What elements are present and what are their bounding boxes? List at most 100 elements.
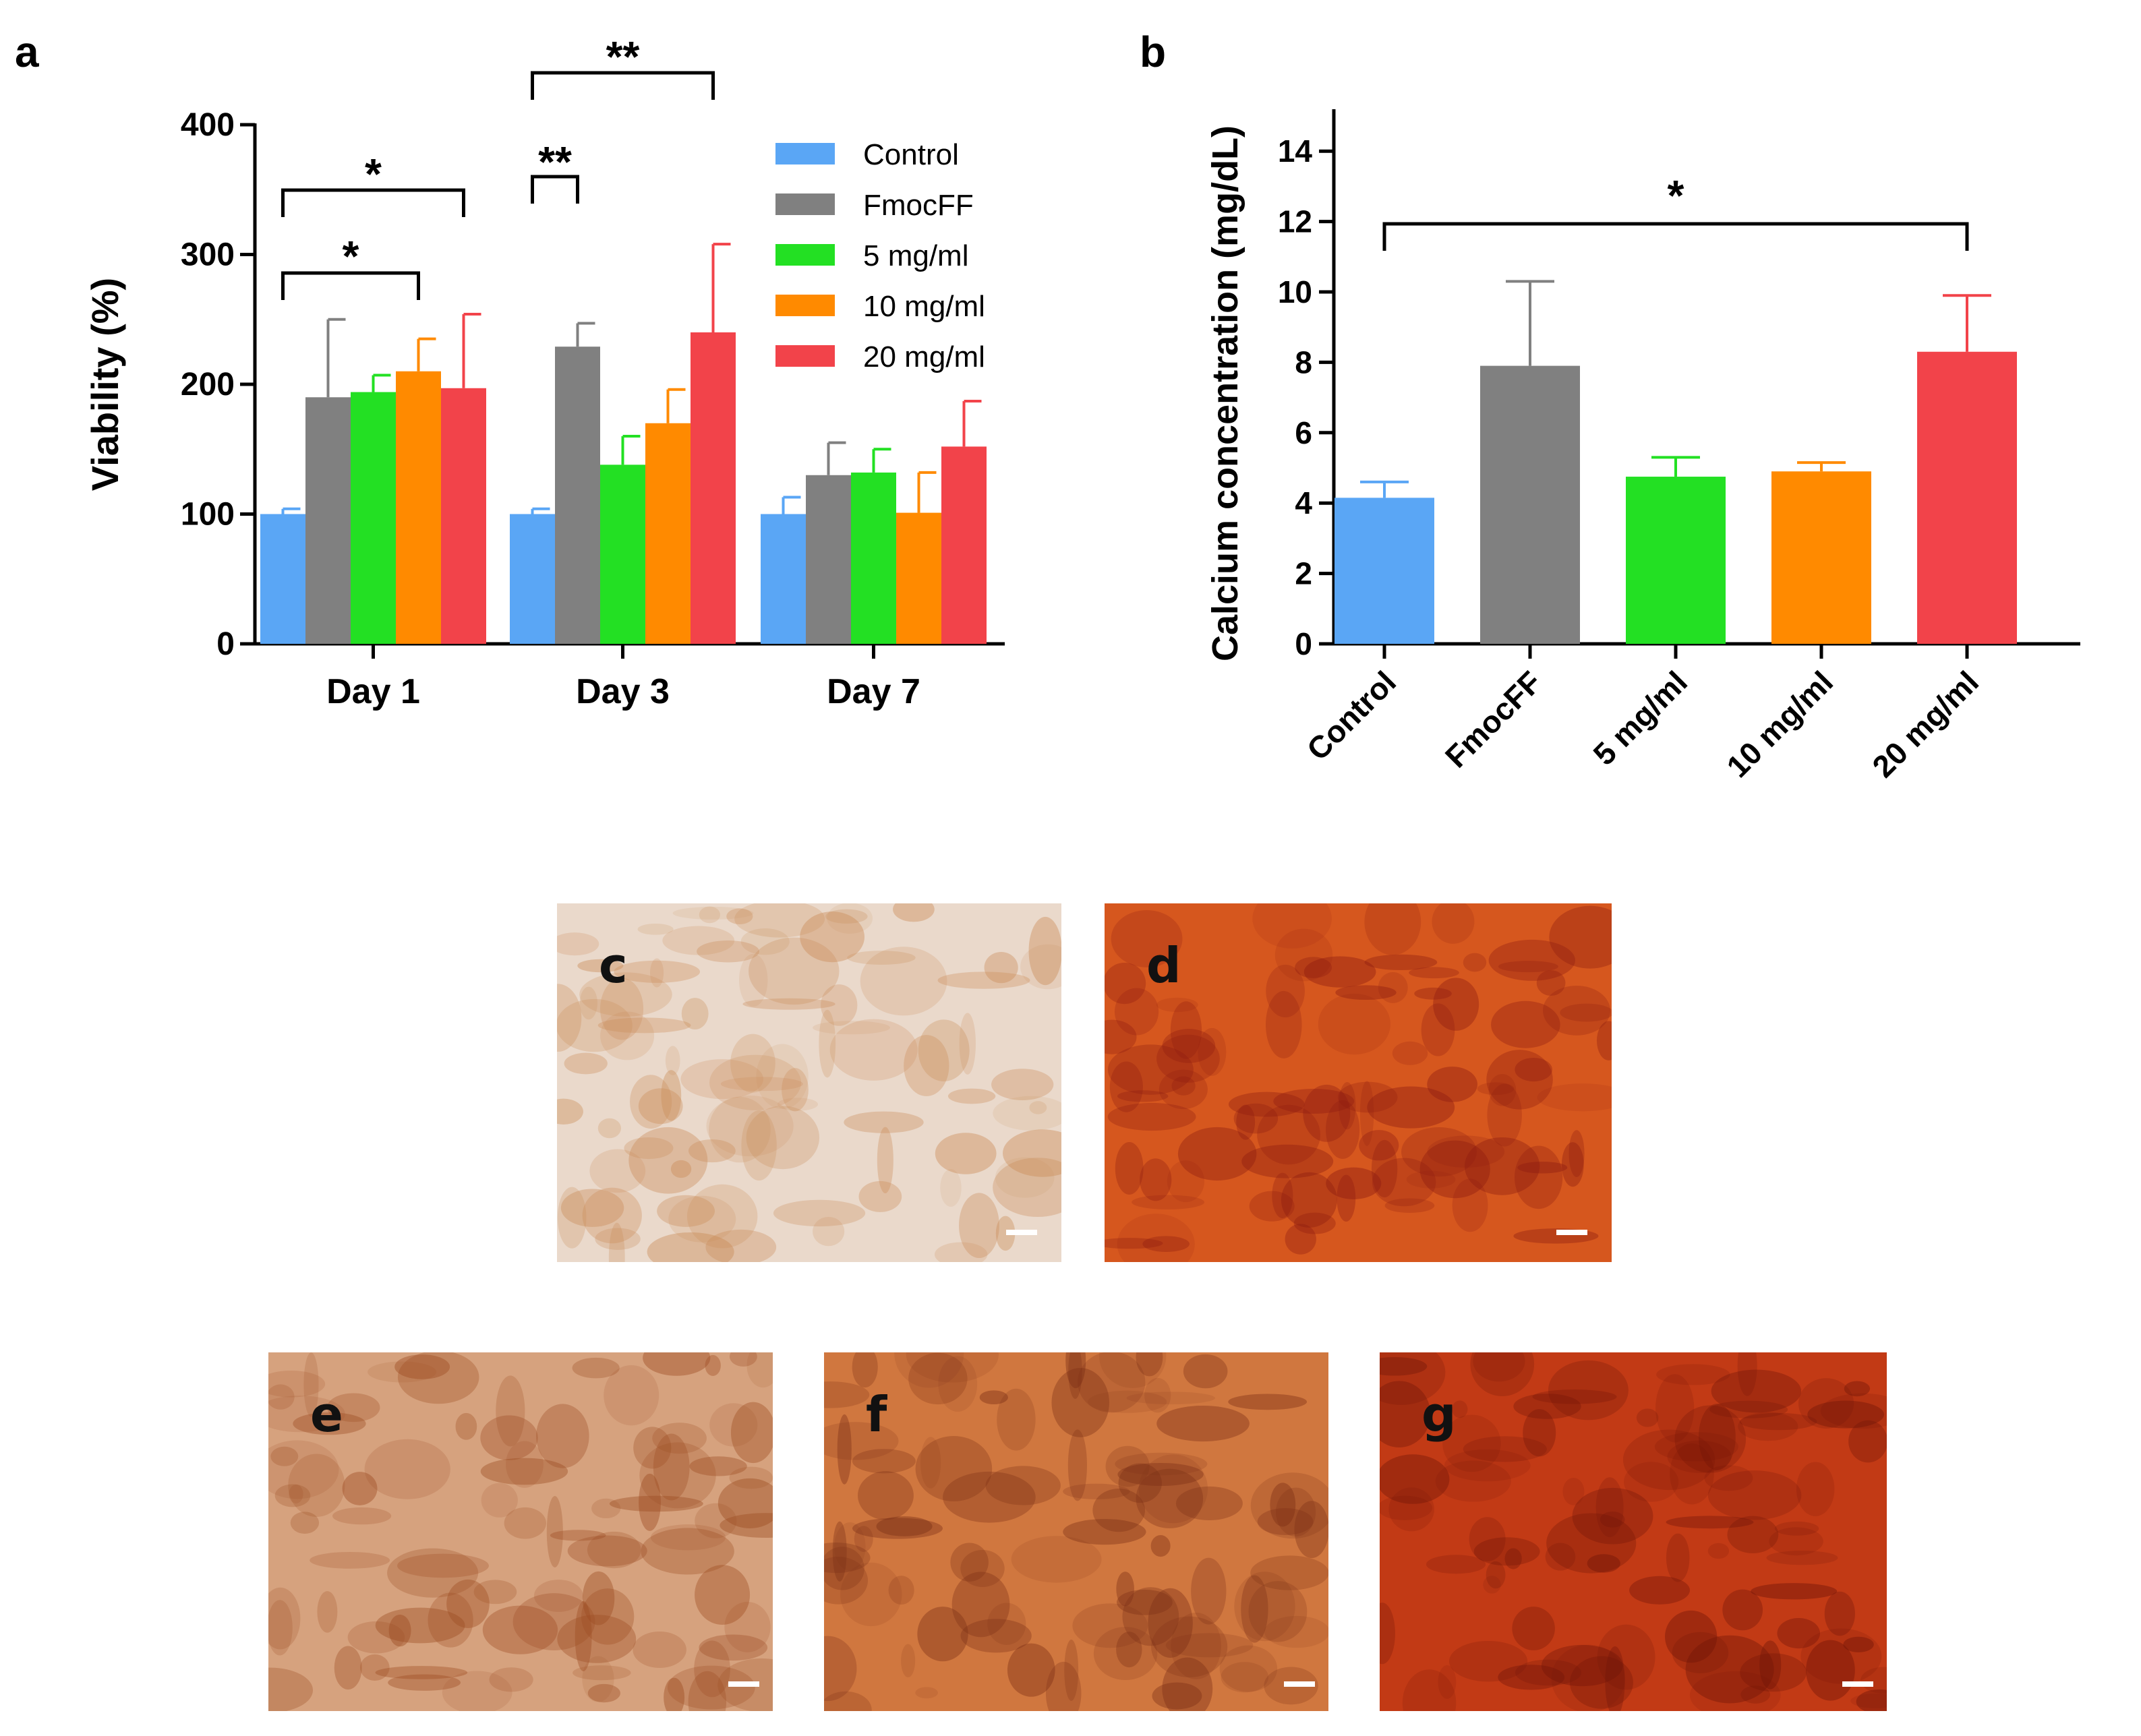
stain-spot	[332, 1507, 392, 1525]
stain-spot	[397, 1352, 479, 1404]
stain-spot	[375, 1607, 465, 1644]
stain-spot	[1513, 1394, 1581, 1419]
stain-spot	[705, 1354, 721, 1376]
stain-spot	[756, 1044, 809, 1109]
stain-spot	[614, 960, 701, 983]
stain-spot	[1548, 1360, 1629, 1420]
stain-spot	[1380, 1454, 1450, 1504]
stain-spot	[694, 1640, 730, 1698]
stain-spot	[1523, 1409, 1556, 1457]
stain-spot	[740, 928, 790, 955]
stain-spot	[1140, 1158, 1172, 1201]
stain-spot	[1449, 1640, 1528, 1682]
stain-spot	[1257, 1104, 1320, 1165]
stain-spot	[455, 1412, 477, 1440]
stain-spot	[1427, 1067, 1477, 1102]
stain-spot	[1414, 987, 1452, 1000]
stain-spot	[837, 1414, 852, 1485]
stain-spot	[1568, 1130, 1585, 1177]
stain-spot	[1228, 1091, 1305, 1117]
stain-spot	[591, 1498, 621, 1519]
stain-spot	[734, 903, 825, 938]
stain-spot	[1824, 1591, 1855, 1636]
bar	[396, 371, 441, 644]
stain-spot	[1796, 1462, 1835, 1516]
stain-spot	[1498, 961, 1558, 973]
stain-spot	[1419, 1140, 1490, 1199]
stain-spot	[1285, 1224, 1316, 1255]
stain-spot	[840, 1562, 902, 1627]
y-tick-label: 0	[1295, 626, 1312, 661]
stain-spot	[1432, 903, 1475, 944]
stain-spot	[1438, 1665, 1457, 1699]
stain-spot	[375, 1666, 468, 1679]
stain-spot	[567, 1535, 647, 1567]
stain-spot	[293, 1412, 366, 1435]
stain-spot	[589, 1149, 646, 1193]
stain-spot	[1848, 1420, 1887, 1463]
stain-spot	[717, 1478, 773, 1528]
stain-spot	[1241, 1575, 1268, 1643]
micrograph-texture	[824, 1352, 1328, 1711]
stain-spot	[633, 1631, 686, 1669]
stain-spot	[637, 924, 674, 935]
stain-spot	[741, 1110, 777, 1181]
stain-spot	[303, 1352, 319, 1417]
stain-spot	[657, 1195, 715, 1227]
stain-spot	[827, 903, 873, 934]
stain-spot	[1064, 1640, 1079, 1701]
stain-spot	[1011, 1536, 1102, 1583]
stain-spot	[720, 1077, 803, 1091]
stain-spot	[446, 1579, 490, 1628]
stain-spot	[1740, 1653, 1807, 1692]
y-axis-label: Viability (%)	[84, 278, 126, 491]
stain-spot	[1339, 1082, 1356, 1130]
stain-spot	[726, 908, 753, 924]
stain-spot	[1281, 1172, 1337, 1228]
significance-bracket	[531, 71, 715, 100]
stain-spot	[1504, 1548, 1522, 1569]
stain-spot	[1570, 1656, 1633, 1709]
stain-spot	[901, 1644, 916, 1678]
stain-spot	[595, 1228, 641, 1250]
stain-spot	[1666, 1516, 1754, 1529]
bar	[1626, 477, 1726, 644]
stain-spot	[1156, 1034, 1220, 1083]
stain-spot	[268, 1440, 339, 1499]
stain-spot	[800, 911, 865, 963]
stain-spot	[1092, 1488, 1146, 1532]
stain-spot	[1272, 1172, 1293, 1219]
stain-spot	[1667, 1440, 1732, 1473]
stain-spot	[829, 1019, 918, 1081]
stain-spot	[652, 1423, 707, 1454]
micrograph-label-c: c	[599, 937, 628, 994]
stain-spot	[442, 1671, 512, 1711]
stain-spot	[1674, 1405, 1747, 1473]
stain-spot	[1326, 1100, 1360, 1160]
stain-spot	[1093, 1627, 1158, 1681]
stain-spot	[1078, 1352, 1146, 1413]
stain-spot	[724, 1602, 771, 1652]
stain-spot	[1105, 1445, 1150, 1487]
stain-spot	[342, 1472, 378, 1505]
stain-spot	[668, 1195, 736, 1243]
stain-spot	[813, 1021, 890, 1035]
stain-spot	[1165, 1633, 1254, 1658]
bar	[761, 514, 806, 644]
micrograph-g: g	[1380, 1352, 1887, 1711]
stain-spot	[289, 1484, 303, 1504]
stain-spot	[1266, 990, 1302, 1058]
stain-spot	[1689, 1671, 1781, 1711]
stain-spot	[1486, 1561, 1506, 1589]
stain-spot	[979, 1390, 1008, 1404]
bar	[645, 423, 691, 644]
stain-spot	[995, 1216, 1016, 1251]
stain-spot	[997, 1388, 1036, 1451]
stain-spot	[1219, 1645, 1278, 1692]
stain-spot	[1148, 1588, 1193, 1658]
stain-spot	[480, 1458, 568, 1485]
stain-spot	[1068, 1352, 1082, 1399]
stain-spot	[1469, 1517, 1506, 1561]
stain-spot	[950, 1543, 989, 1582]
stain-spot	[1111, 910, 1183, 967]
